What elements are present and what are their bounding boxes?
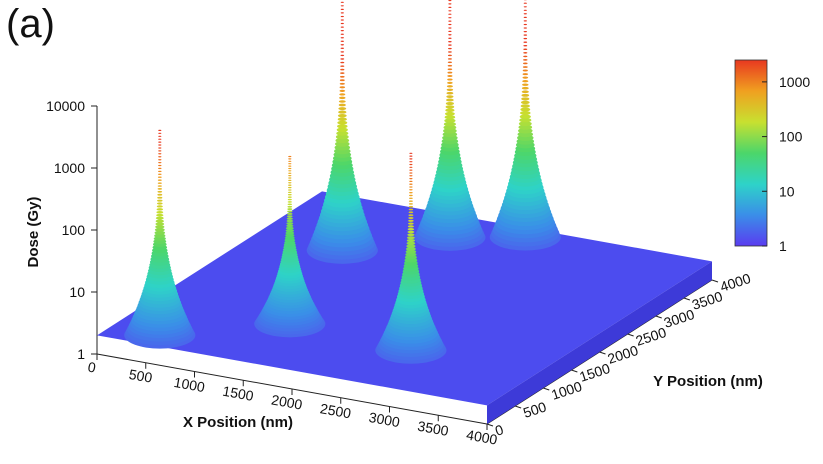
z-tick-label: 10 [69, 284, 85, 300]
dose-peak [254, 155, 326, 338]
colorbar-tick-label: 1 [779, 238, 787, 254]
dose-peak [306, 1, 378, 264]
colorbar-tick-label: 100 [779, 129, 803, 145]
y-tick-mark [543, 387, 550, 391]
colorbar-tick-label: 10 [779, 183, 795, 199]
dose-peak [375, 152, 447, 364]
y-tick-mark [599, 351, 606, 355]
x-tick-label: 500 [128, 366, 154, 386]
y-tick-mark [486, 423, 494, 427]
colorbar-tick-label: 1000 [779, 74, 810, 90]
z-tick-label: 100 [62, 222, 86, 238]
y-tick-mark [683, 297, 691, 301]
colorbar-gradient [734, 59, 768, 247]
y-tick-label: 4000 [718, 270, 753, 295]
panel-label: (a) [6, 2, 55, 46]
z-tick-label: 1000 [54, 160, 85, 176]
y-tick-mark [655, 315, 662, 319]
y-axis-label: Y Position (nm) [653, 373, 763, 390]
x-axis-label: X Position (nm) [183, 414, 293, 431]
x-tick-label: 2000 [270, 391, 304, 412]
z-axis-label: Dose (Gy) [25, 197, 42, 268]
x-tick-label: 3500 [416, 418, 450, 439]
y-tick-mark [627, 333, 634, 337]
surface-edge [487, 261, 712, 424]
y-tick-mark [514, 405, 522, 409]
y-tick-label: 1000 [549, 378, 584, 403]
y-tick-label: 3500 [690, 288, 725, 313]
colorbar: 1 10 100 1000 [734, 59, 810, 254]
dose-peak [124, 129, 196, 349]
z-tick-label: 10000 [46, 98, 85, 114]
x-tick-label: 1000 [173, 374, 207, 395]
dose-peaks [124, 0, 561, 364]
y-tick-mark [711, 279, 719, 283]
dose-peak [489, 0, 561, 251]
y-tick-mark [571, 369, 578, 373]
x-tick-label: 4000 [465, 426, 499, 447]
y-tick-label: 2500 [634, 324, 669, 349]
y-tick-label: 500 [521, 398, 548, 421]
dose-peak [414, 0, 486, 251]
x-tick-label: 2500 [319, 400, 353, 421]
x-tick-label: 1500 [221, 383, 255, 404]
y-tick-label: 3000 [662, 306, 697, 331]
y-tick-label: 2000 [605, 342, 640, 367]
x-tick-label: 0 [87, 359, 98, 376]
y-tick-label: 1500 [577, 360, 612, 385]
axis-labels: Dose (Gy) X Position (nm) Y Position (nm) [25, 197, 763, 431]
z-tick-label: 1 [77, 346, 85, 362]
x-tick-label: 3000 [368, 409, 402, 430]
